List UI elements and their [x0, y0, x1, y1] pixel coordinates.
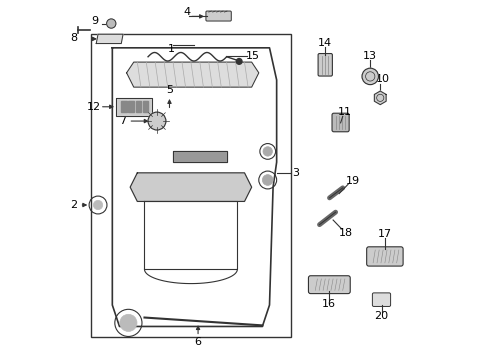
Text: 2: 2 — [70, 200, 77, 210]
Bar — [121, 102, 126, 112]
Text: 8: 8 — [70, 33, 77, 43]
Polygon shape — [126, 62, 258, 87]
Circle shape — [263, 147, 272, 156]
Circle shape — [106, 19, 116, 28]
Text: 14: 14 — [318, 38, 332, 48]
Text: 6: 6 — [194, 337, 201, 347]
Bar — [135, 102, 141, 112]
Text: 5: 5 — [165, 85, 173, 95]
Text: 12: 12 — [86, 102, 101, 112]
Circle shape — [236, 59, 242, 64]
Bar — [142, 102, 148, 112]
FancyBboxPatch shape — [331, 113, 348, 132]
Circle shape — [262, 175, 272, 185]
Circle shape — [361, 68, 378, 85]
Polygon shape — [130, 173, 251, 202]
Text: 7: 7 — [119, 116, 125, 126]
Text: 19: 19 — [345, 176, 359, 186]
Text: 9: 9 — [91, 16, 99, 26]
Polygon shape — [116, 98, 151, 116]
Circle shape — [120, 314, 137, 332]
FancyBboxPatch shape — [308, 276, 349, 294]
Text: 15: 15 — [245, 51, 259, 61]
Text: 10: 10 — [375, 74, 389, 84]
Polygon shape — [374, 91, 386, 105]
Text: 13: 13 — [363, 51, 376, 61]
Text: 20: 20 — [374, 311, 388, 321]
Text: 18: 18 — [339, 228, 353, 238]
Polygon shape — [96, 34, 123, 44]
Bar — [128, 102, 134, 112]
FancyBboxPatch shape — [372, 293, 390, 306]
Bar — [91, 33, 290, 337]
FancyBboxPatch shape — [366, 247, 402, 266]
Polygon shape — [173, 152, 226, 162]
Text: 1: 1 — [167, 44, 174, 54]
Text: 11: 11 — [337, 107, 351, 117]
Circle shape — [148, 112, 165, 130]
Text: 3: 3 — [291, 168, 298, 178]
Text: 16: 16 — [322, 299, 335, 309]
Circle shape — [93, 201, 102, 210]
Text: 4: 4 — [183, 7, 190, 17]
Text: 17: 17 — [377, 229, 391, 239]
FancyBboxPatch shape — [317, 54, 332, 76]
FancyBboxPatch shape — [205, 11, 231, 21]
